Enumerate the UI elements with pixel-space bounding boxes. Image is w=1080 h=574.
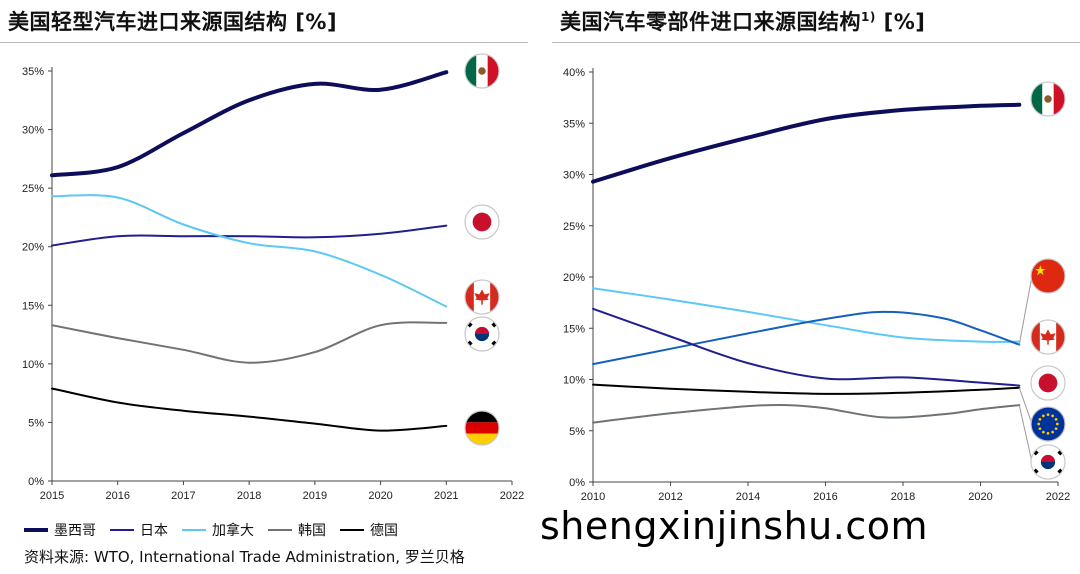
x-tick-label: 2014 [736,491,760,503]
right-title-footnote: 1) [861,10,876,24]
y-tick-label: 30% [563,170,585,182]
series-line-1 [51,224,448,247]
x-tick-label: 2021 [434,490,458,502]
mexico-flag-icon [1030,81,1066,117]
germany-flag-icon [464,410,500,446]
china-flag-icon: ★ [1030,258,1066,294]
series-line-0 [50,70,449,178]
x-tick-label: 2022 [500,490,524,502]
legend-swatch [110,529,134,531]
x-tick-label: 2019 [303,490,327,502]
x-tick-label: 2018 [891,491,915,503]
y-tick-label: 30% [22,125,44,137]
legend-label: 德国 [370,523,398,539]
y-tick-label: 5% [28,417,44,429]
legend-item: 韩国 [268,520,326,540]
y-tick-label: 20% [563,272,585,284]
japan-flag-icon [464,204,500,240]
korea-flag-icon [1030,444,1066,480]
watermark: shengxinjinshu.com [540,504,928,548]
flag-connector-line [1018,387,1033,425]
x-tick-label: 2017 [171,490,195,502]
legend-label: 韩国 [298,523,326,539]
series-line-3 [592,307,1021,387]
legend-item: 加拿大 [182,520,254,540]
y-tick-label: 15% [22,300,44,312]
legend-swatch [24,528,48,532]
legend-swatch [268,529,292,531]
y-tick-label: 40% [563,67,585,79]
series-line-2 [51,194,448,308]
x-tick-label: 2020 [368,490,392,502]
left-title-divider [0,42,528,43]
series-line-2 [592,310,1021,366]
canada-flag-icon [1030,319,1066,355]
legend-item: 德国 [340,520,398,540]
legend-label: 日本 [140,523,168,539]
y-tick-label: 25% [22,183,44,195]
legend-item: 墨西哥 [24,520,96,540]
y-tick-label: 5% [569,426,585,438]
x-tick-label: 2016 [105,490,129,502]
series-line-5 [592,403,1021,424]
svg-text:★: ★ [1034,263,1046,279]
right-title-unit: [%] [875,10,926,34]
series-line-4 [592,383,1021,395]
canada-flag-icon [464,279,500,315]
y-tick-label: 20% [22,242,44,254]
legend-label: 墨西哥 [54,523,96,539]
right-title-main: 美国汽车零部件进口来源国结构 [560,10,861,34]
korea-flag-icon [464,316,500,352]
x-tick-label: 2020 [968,491,992,503]
series-line-4 [51,387,448,432]
mexico-flag-icon [464,53,500,89]
legend: 墨西哥 日本 加拿大 韩国 德国 [24,520,398,540]
y-tick-label: 25% [563,221,585,233]
x-tick-label: 2012 [658,491,682,503]
x-tick-label: 2010 [581,491,605,503]
legend-item: 日本 [110,520,168,540]
y-tick-label: 10% [563,375,585,387]
source-note: 资料来源: WTO, International Trade Administr… [24,548,465,566]
japan-flag-icon [1030,365,1066,401]
x-tick-label: 2016 [813,491,837,503]
y-tick-label: 0% [569,477,585,489]
x-tick-label: 2018 [237,490,261,502]
eu-flag-icon [1030,406,1066,442]
left-chart-title: 美国轻型汽车进口来源国结构 [%] [8,10,338,34]
y-tick-label: 0% [28,476,44,488]
chart-light-vehicle: 0% 5% 10% 15% 20% 25% 30% 35% 2015 2016 2017 2018 20… [22,66,524,502]
y-tick-label: 15% [563,323,585,335]
legend-swatch [340,529,364,531]
right-title-divider [552,42,1080,43]
x-tick-label: 2022 [1046,491,1070,503]
flag-connector-line [1018,275,1033,345]
legend-swatch [182,529,206,531]
flag-connector-line [1018,405,1033,463]
legend-label: 加拿大 [212,523,254,539]
chart-auto-parts: 0% 5% 10% 15% 20% 25% 30% 35% 40% 2010 2012 2014 201… [563,67,1070,503]
x-tick-label: 2015 [40,490,64,502]
y-tick-label: 35% [22,66,44,78]
series-line-1 [592,287,1021,343]
series-line-0 [591,102,1022,184]
y-tick-label: 10% [22,359,44,371]
y-tick-label: 35% [563,118,585,130]
series-line-3 [51,321,448,364]
right-chart-title: 美国汽车零部件进口来源国结构1) [%] [560,6,925,36]
